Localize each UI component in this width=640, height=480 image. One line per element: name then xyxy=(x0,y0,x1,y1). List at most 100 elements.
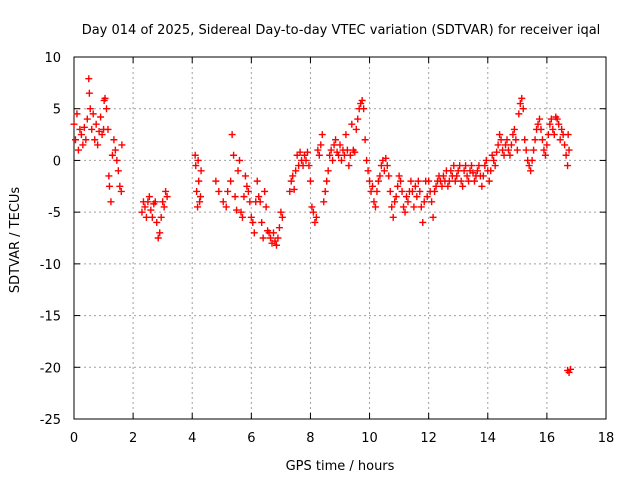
data-point xyxy=(342,131,350,139)
data-point xyxy=(274,234,282,242)
data-point xyxy=(250,229,258,237)
data-point xyxy=(147,206,155,214)
data-point xyxy=(468,162,476,170)
data-point xyxy=(227,177,235,185)
data-point xyxy=(335,151,343,159)
data-point xyxy=(157,213,165,221)
data-point xyxy=(420,198,428,206)
data-point xyxy=(512,136,520,144)
data-point xyxy=(364,167,372,175)
data-point xyxy=(292,167,300,175)
data-point xyxy=(463,172,471,180)
y-tick-label: 5 xyxy=(53,103,61,118)
y-tick-label: -15 xyxy=(40,310,61,325)
x-tick-label: 10 xyxy=(361,431,378,446)
data-point xyxy=(195,177,203,185)
x-tick-label: 18 xyxy=(598,431,615,446)
data-point xyxy=(305,162,313,170)
data-point xyxy=(193,187,201,195)
y-tick-labels: 10 5 0 -5 -10 -15 -20 -25 xyxy=(40,51,61,428)
data-point xyxy=(237,208,245,216)
y-tick-label: 10 xyxy=(44,51,61,66)
data-point xyxy=(565,146,573,154)
data-point xyxy=(397,177,405,185)
data-point xyxy=(417,203,425,211)
data-point xyxy=(478,182,486,190)
data-point xyxy=(262,203,270,211)
data-point xyxy=(315,151,323,159)
data-point xyxy=(370,198,378,206)
data-point xyxy=(340,151,348,159)
data-point xyxy=(494,141,502,149)
data-point xyxy=(249,218,257,226)
data-point xyxy=(540,146,548,154)
data-point xyxy=(224,187,232,195)
data-point xyxy=(564,131,572,139)
data-point xyxy=(299,162,307,170)
data-point xyxy=(481,162,489,170)
data-point xyxy=(302,156,310,164)
data-point xyxy=(408,187,416,195)
data-points xyxy=(70,75,575,376)
data-point xyxy=(541,151,549,159)
data-point xyxy=(222,203,230,211)
data-point xyxy=(447,167,455,175)
data-point xyxy=(107,198,115,206)
data-point xyxy=(197,167,205,175)
data-point xyxy=(392,193,400,201)
data-point xyxy=(543,141,551,149)
data-point xyxy=(518,94,526,102)
data-point xyxy=(289,172,297,180)
data-point xyxy=(547,115,555,123)
data-point xyxy=(73,110,81,118)
data-point xyxy=(101,94,109,102)
x-tick-label: 0 xyxy=(70,431,78,446)
data-point xyxy=(255,193,263,201)
data-point xyxy=(470,177,478,185)
data-point xyxy=(287,177,295,185)
data-point xyxy=(479,172,487,180)
data-point xyxy=(97,113,105,121)
data-point xyxy=(303,148,311,156)
data-point xyxy=(536,115,543,123)
data-point xyxy=(194,156,202,164)
data-point xyxy=(385,172,393,180)
data-point xyxy=(410,203,418,211)
data-point xyxy=(358,96,366,104)
data-point xyxy=(504,146,512,154)
y-tick-label: -20 xyxy=(40,361,61,376)
data-point xyxy=(515,110,523,118)
data-point xyxy=(272,241,280,249)
data-point xyxy=(394,182,402,190)
data-point xyxy=(490,156,498,164)
data-point xyxy=(374,177,382,185)
data-point xyxy=(192,162,200,170)
data-point xyxy=(108,151,116,159)
data-point xyxy=(451,177,459,185)
data-point xyxy=(312,213,320,221)
data-point xyxy=(85,89,93,97)
data-point xyxy=(258,218,266,226)
data-point xyxy=(306,177,314,185)
data-point xyxy=(509,131,517,139)
data-point xyxy=(79,141,87,149)
data-point xyxy=(462,162,470,170)
data-point xyxy=(228,131,236,139)
data-point xyxy=(473,167,481,175)
y-tick-label: -10 xyxy=(40,258,61,273)
data-point xyxy=(403,193,410,201)
data-point xyxy=(404,198,412,206)
data-point xyxy=(159,198,167,206)
data-point xyxy=(506,151,514,159)
data-point xyxy=(487,167,495,175)
data-point xyxy=(549,125,557,133)
data-point xyxy=(144,198,152,206)
data-point xyxy=(522,146,530,154)
data-point xyxy=(275,224,283,232)
data-point xyxy=(488,151,496,159)
data-point xyxy=(497,136,505,144)
data-point xyxy=(83,115,91,123)
data-point xyxy=(256,198,264,206)
data-point xyxy=(369,182,377,190)
